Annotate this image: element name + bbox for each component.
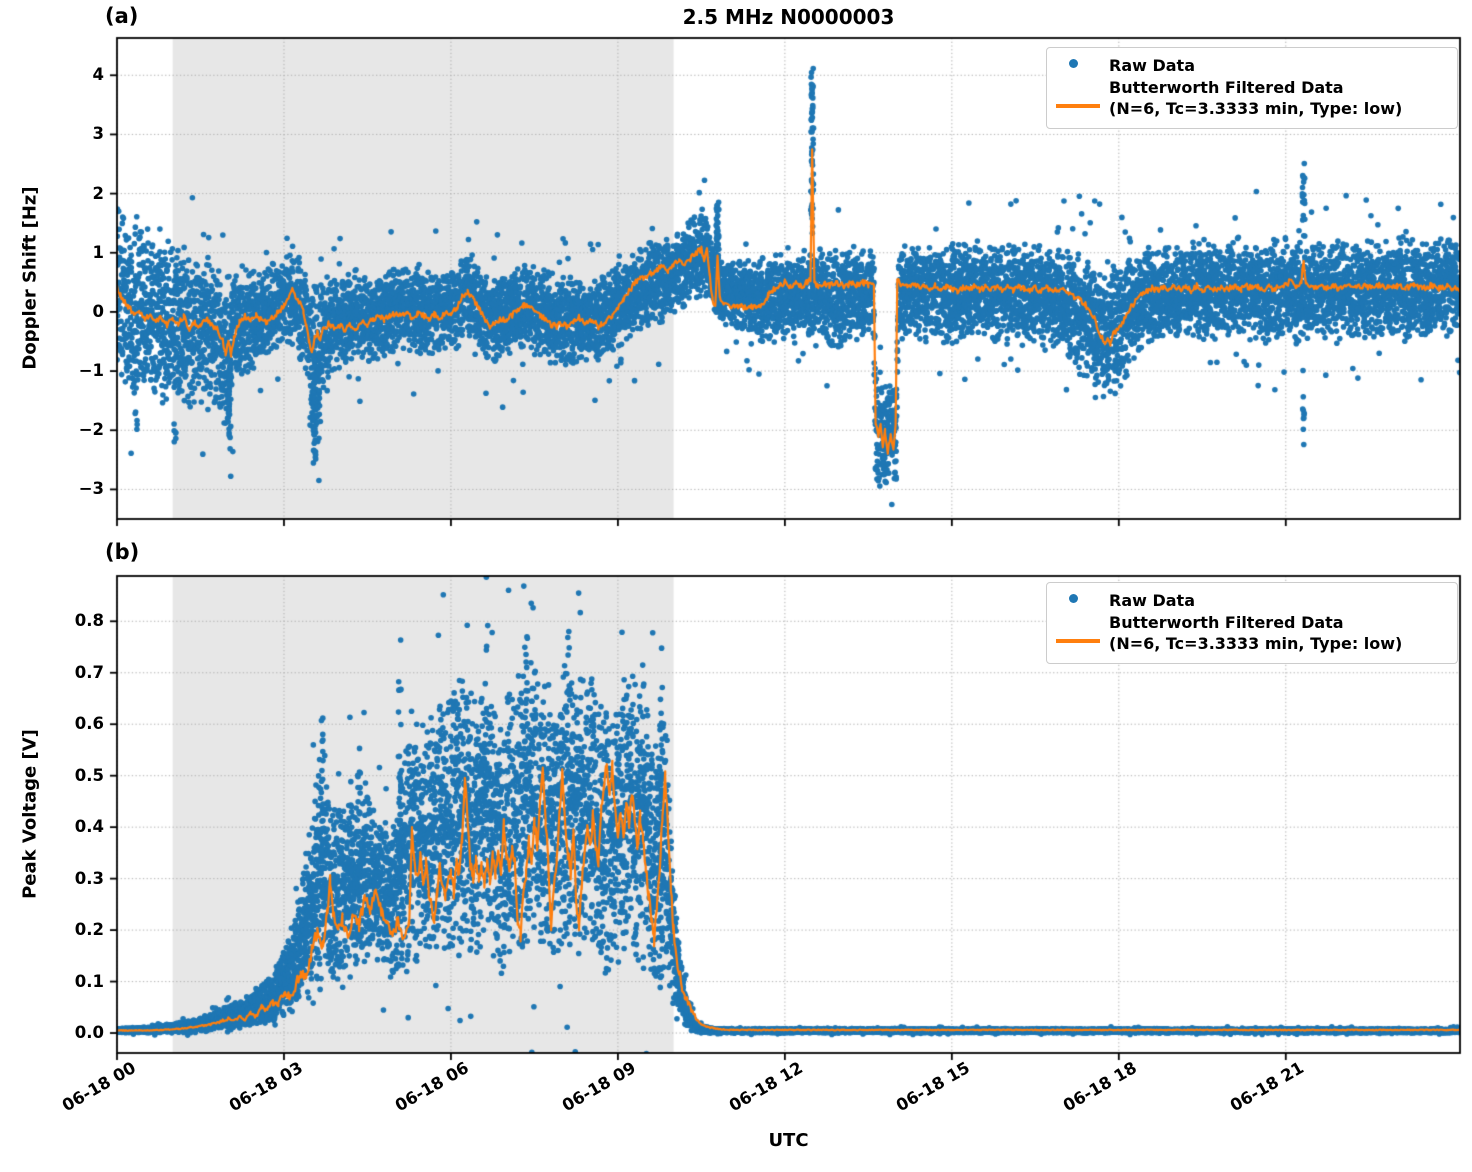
y-tick-label: 4 <box>92 65 104 85</box>
y-tick-label: 0.5 <box>74 765 104 785</box>
y-tick-label: 0.0 <box>74 1023 104 1043</box>
raw-data-marker-icon <box>1069 594 1078 603</box>
legend-panel-a: Raw Data Butterworth Filtered Data (N=6,… <box>1046 47 1458 129</box>
y-tick-label: −1 <box>78 361 104 381</box>
y-tick-label: −2 <box>78 420 104 440</box>
y-tick-label: 3 <box>92 124 104 144</box>
y-tick-label: 0.4 <box>74 817 104 837</box>
legend-filtered-line1: Butterworth Filtered Data <box>1109 613 1344 632</box>
y-tick-label: 2 <box>92 183 104 203</box>
y-tick-label: 0.6 <box>74 714 104 734</box>
legend-panel-b: Raw Data Butterworth Filtered Data (N=6,… <box>1046 582 1458 664</box>
raw-data-marker-icon <box>1069 59 1078 68</box>
panel-a-label: (a) <box>105 4 139 28</box>
legend-filtered-line1: Butterworth Filtered Data <box>1109 78 1344 97</box>
filtered-line-marker-icon <box>1056 104 1100 108</box>
x-axis-label: UTC <box>768 1130 809 1151</box>
y-tick-label: 0.7 <box>74 662 104 682</box>
y-axis-label-doppler: Doppler Shift [Hz] <box>19 186 41 370</box>
y-axis-label-voltage: Peak Voltage [V] <box>19 729 41 899</box>
y-tick-label: 0.3 <box>74 868 104 888</box>
legend-filtered-line2: (N=6, Tc=3.3333 min, Type: low) <box>1109 634 1403 653</box>
filtered-line-marker-icon <box>1056 639 1100 643</box>
y-tick-label: 0.8 <box>74 611 104 631</box>
y-tick-label: −3 <box>78 479 104 499</box>
chart-title: 2.5 MHz N0000003 <box>682 5 895 29</box>
y-tick-label: 0.1 <box>74 971 104 991</box>
y-tick-label: 1 <box>92 242 104 262</box>
legend-filtered-label: Butterworth Filtered Data (N=6, Tc=3.333… <box>1109 612 1402 654</box>
legend-filtered-label: Butterworth Filtered Data (N=6, Tc=3.333… <box>1109 77 1402 119</box>
legend-raw-label: Raw Data <box>1109 591 1195 610</box>
y-tick-label: 0.2 <box>74 920 104 940</box>
y-tick-label: 0 <box>92 301 104 321</box>
legend-filtered-line2: (N=6, Tc=3.3333 min, Type: low) <box>1109 99 1403 118</box>
panel-b-label: (b) <box>105 540 140 564</box>
legend-raw-label: Raw Data <box>1109 56 1195 75</box>
